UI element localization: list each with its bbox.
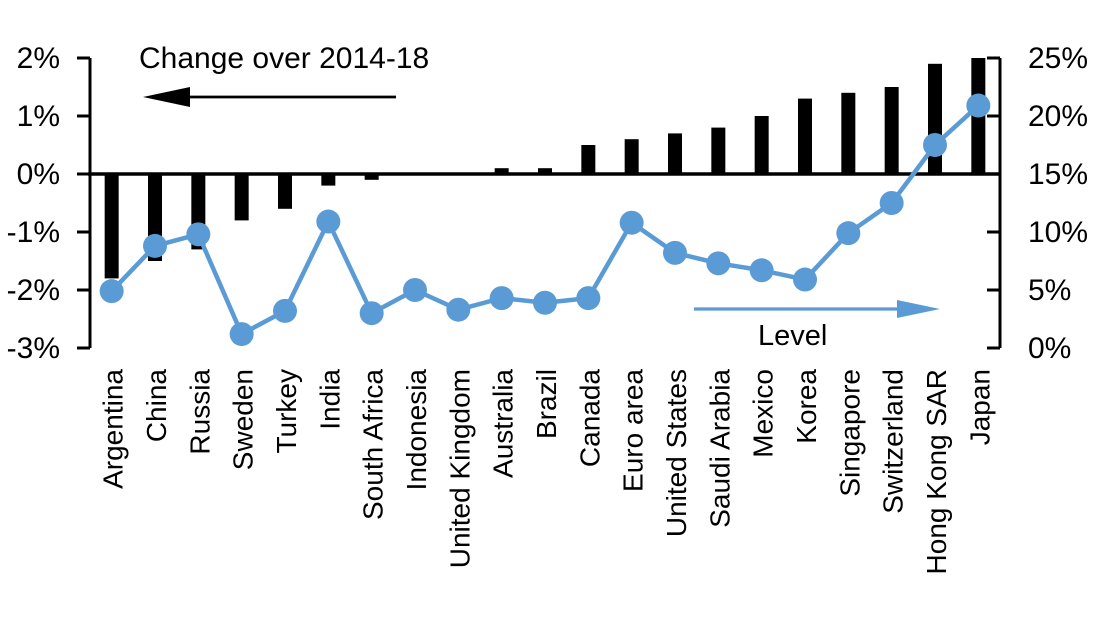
change-arrow-head (143, 87, 190, 107)
bar-sweden (234, 174, 249, 221)
x-axis-label-korea: Korea (791, 369, 822, 444)
level-marker-united-states (663, 240, 687, 265)
level-marker-south-africa (359, 301, 384, 326)
level-marker-singapore (836, 221, 861, 246)
x-axis-label-united-states: United States (661, 369, 692, 537)
bar-korea (798, 98, 812, 174)
x-axis-label-mexico: Mexico (748, 369, 779, 458)
level-arrow-head (897, 300, 940, 318)
right-axis-tick-label: 15% (1028, 158, 1088, 191)
bar-south-africa (364, 174, 379, 180)
bar-argentina (104, 174, 119, 279)
right-axis-tick-label: 25% (1028, 42, 1088, 75)
x-axis-label-india: India (314, 369, 345, 430)
level-marker-canada (576, 286, 601, 311)
level-marker-hong-kong-sar (923, 133, 947, 157)
level-marker-china (143, 233, 167, 258)
bar-brazil (538, 168, 552, 174)
bar-hong-kong-sar (928, 63, 942, 174)
level-marker-japan (966, 93, 991, 118)
left-axis-tick-label: 2% (17, 42, 60, 75)
x-axis-label-brazil: Brazil (531, 369, 562, 439)
level-marker-saudi-arabia (706, 251, 731, 276)
level-marker-sweden (229, 322, 254, 347)
x-axis-label-euro-area: Euro area (618, 369, 649, 492)
x-axis-label-australia: Australia (488, 369, 519, 478)
level-marker-korea (793, 267, 817, 292)
x-axis-label-hong-kong-sar: Hong Kong SAR (921, 369, 952, 574)
level-marker-mexico (749, 258, 774, 283)
bar-turkey (278, 174, 292, 209)
level-marker-switzerland (879, 191, 904, 215)
x-axis-label-saudi-arabia: Saudi Arabia (704, 369, 735, 528)
level-marker-russia (186, 222, 211, 247)
level-marker-indonesia (403, 278, 427, 302)
x-axis-label-turkey: Turkey (271, 369, 302, 454)
bar-singapore (841, 92, 856, 174)
x-axis-label-switzerland: Switzerland (878, 369, 909, 514)
bar-mexico (754, 116, 769, 174)
x-axis-label-singapore: Singapore (834, 369, 865, 497)
x-axis-label-canada: Canada (574, 369, 605, 468)
right-axis-tick-label: 10% (1028, 216, 1088, 249)
bar-switzerland (884, 87, 899, 174)
bar-australia (494, 168, 509, 174)
left-axis-tick-label: -1% (7, 216, 60, 249)
bar-euro-area (624, 139, 639, 174)
level-marker-australia (489, 286, 514, 311)
level-marker-india (316, 209, 341, 234)
left-series-annotation: Change over 2014-18 (139, 42, 430, 75)
bar-india (321, 174, 336, 186)
bar-canada (581, 145, 596, 174)
right-axis-tick-label: 0% (1028, 332, 1071, 365)
bar-united-states (668, 133, 682, 174)
right-axis-tick-label: 20% (1028, 100, 1088, 133)
right-series-annotation: Level (758, 320, 828, 352)
left-axis-tick-label: -3% (7, 332, 60, 365)
level-marker-brazil (533, 290, 557, 315)
level-marker-euro-area (619, 210, 644, 235)
level-marker-united-kingdom (446, 297, 471, 322)
right-axis-tick-label: 5% (1028, 274, 1071, 307)
x-axis-label-south-africa: South Africa (358, 369, 389, 520)
left-axis-tick-label: 0% (17, 158, 60, 191)
x-axis-label-argentina: Argentina (98, 369, 129, 489)
level-marker-argentina (99, 279, 124, 304)
left-axis-tick-label: -2% (7, 274, 60, 307)
x-axis-label-russia: Russia (184, 369, 215, 455)
left-axis-tick-label: 1% (17, 100, 60, 133)
x-axis-label-indonesia: Indonesia (401, 369, 432, 491)
x-axis-label-japan: Japan (964, 369, 995, 445)
x-axis-label-china: China (141, 369, 172, 443)
level-marker-turkey (273, 298, 297, 323)
x-axis-label-united-kingdom: United Kingdom (444, 369, 475, 568)
x-axis-label-sweden: Sweden (228, 369, 259, 470)
bar-saudi-arabia (711, 127, 726, 174)
